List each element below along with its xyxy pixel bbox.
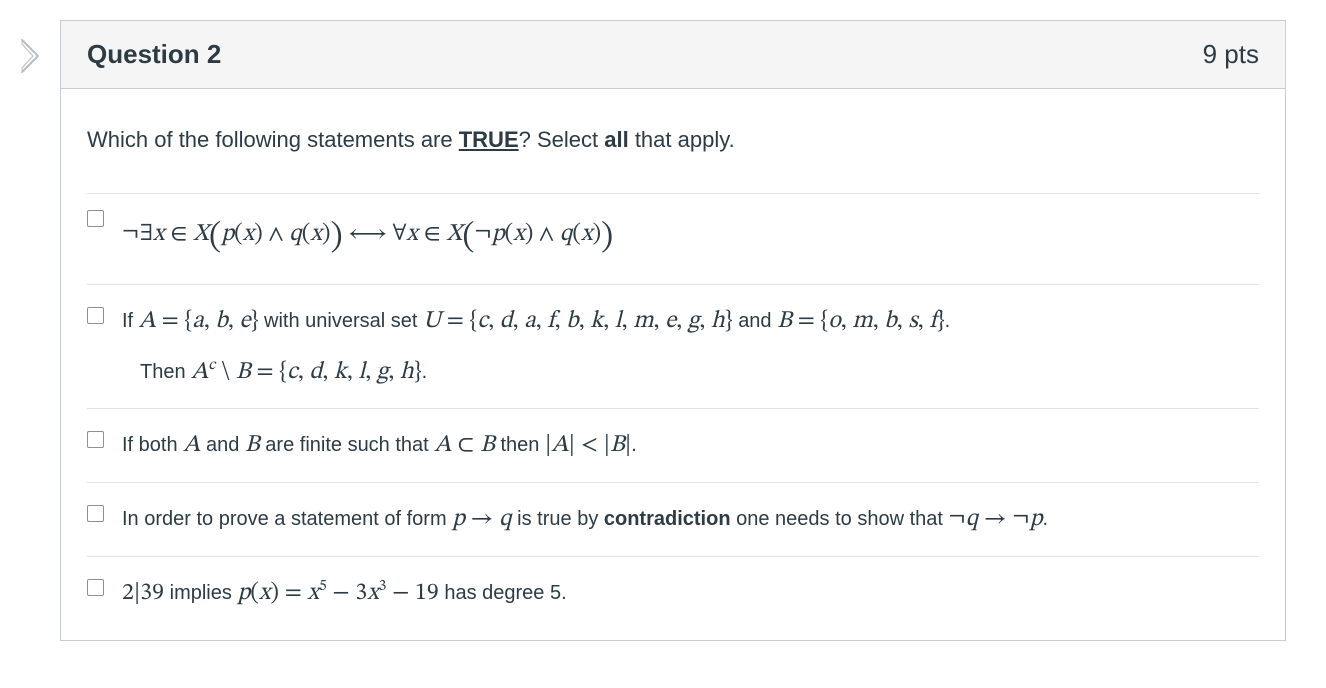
option-4-checkbox[interactable] [87, 505, 104, 522]
option-5-text: 2|39 implies p(x) = x5 − 3x3 − 19 has de… [122, 573, 567, 614]
o2-mid1: with universal set [264, 310, 423, 332]
option-2: If A = {a, b, e} with universal set U = … [87, 285, 1259, 410]
o3-mid1: and [206, 434, 245, 456]
option-4-text: In order to prove a statement of form p … [122, 499, 1048, 540]
option-2-checkbox[interactable] [87, 307, 104, 324]
o4-contra: contradiction [604, 508, 731, 530]
option-3-text: If both A and B are finite such that A ⊂… [122, 425, 637, 466]
option-5: 2|39 implies p(x) = x5 − 3x3 − 19 has de… [87, 557, 1259, 630]
o4-mid: is true by [517, 508, 604, 530]
o2-pre: If [122, 310, 139, 332]
question-prompt: Which of the following statements are TR… [87, 127, 1259, 153]
prompt-mid: ? Select [519, 127, 605, 152]
options-list: ¬∃x ∈ X(p(x) ∧ q(x)) ⟷ ∀x ∈ X(¬p(x) ∧ q(… [87, 193, 1259, 630]
question-card: Question 2 9 pts Which of the following … [60, 20, 1286, 641]
option-1-text: ¬∃x ∈ X(p(x) ∧ q(x)) ⟷ ∀x ∈ X(¬p(x) ∧ q(… [122, 210, 613, 268]
option-3-checkbox[interactable] [87, 431, 104, 448]
option-4: In order to prove a statement of form p … [87, 483, 1259, 557]
o5-mid: implies [170, 582, 238, 604]
prev-question-caret[interactable] [0, 20, 60, 74]
option-1: ¬∃x ∈ X(p(x) ∧ q(x)) ⟷ ∀x ∈ X(¬p(x) ∧ q(… [87, 193, 1259, 285]
option-2-text: If A = {a, b, e} with universal set U = … [122, 301, 950, 393]
prompt-true: TRUE [459, 127, 519, 152]
o3-mid2: are finite such that [265, 434, 434, 456]
o2-then: Then [140, 361, 191, 383]
question-header: Question 2 9 pts [61, 21, 1285, 89]
o2-mid2: and [738, 310, 777, 332]
prompt-post: that apply. [629, 127, 735, 152]
prompt-all: all [604, 127, 628, 152]
o4-post: one needs to show that [736, 508, 948, 530]
chevron-right-outline-icon [16, 38, 44, 74]
option-5-checkbox[interactable] [87, 579, 104, 596]
o5-post: has degree 5. [444, 582, 566, 604]
question-points: 9 pts [1203, 39, 1259, 70]
prompt-pre: Which of the following statements are [87, 127, 459, 152]
question-body: Which of the following statements are TR… [61, 89, 1285, 640]
o3-then: then [500, 434, 544, 456]
option-3: If both A and B are finite such that A ⊂… [87, 409, 1259, 483]
o4-pre: In order to prove a statement of form [122, 508, 452, 530]
question-title: Question 2 [87, 39, 221, 70]
o3-pre: If both [122, 434, 183, 456]
option-1-checkbox[interactable] [87, 210, 104, 227]
